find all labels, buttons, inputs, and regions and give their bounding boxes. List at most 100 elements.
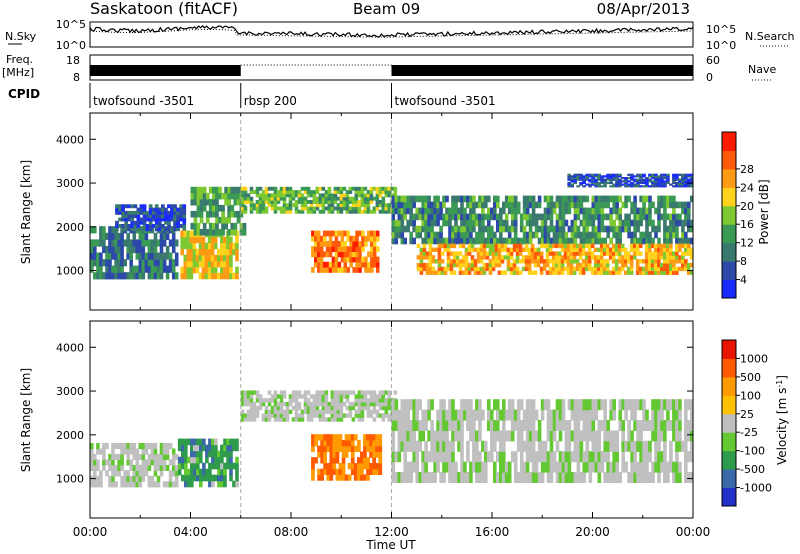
heatmap-cell xyxy=(135,272,140,280)
heatmap-cell xyxy=(279,394,284,399)
heatmap-cell xyxy=(533,262,538,268)
heatmap-cell xyxy=(324,409,329,414)
heatmap-cell xyxy=(300,203,305,208)
heatmap-cell xyxy=(136,214,141,219)
heatmap-cell xyxy=(141,464,146,471)
heatmap-cell xyxy=(525,399,530,411)
heatmap-cell xyxy=(315,196,320,201)
heatmap-cell xyxy=(333,190,338,194)
heatmap-cell xyxy=(115,220,119,225)
heatmap-cell xyxy=(142,224,147,228)
heatmap-cell xyxy=(581,270,586,275)
heatmap-cell xyxy=(579,207,584,215)
heatmap-cell xyxy=(214,474,218,482)
heatmap-cell xyxy=(566,259,571,264)
heatmap-cell xyxy=(548,243,553,249)
heatmap-cell xyxy=(614,243,619,249)
heatmap-cell xyxy=(555,225,560,233)
heatmap-cell xyxy=(493,213,497,221)
heatmap-cell xyxy=(651,420,655,431)
heatmap-cell xyxy=(340,267,345,273)
heatmap-cell xyxy=(127,204,132,209)
heatmap-cell xyxy=(153,265,158,273)
heatmap-cell xyxy=(333,417,338,422)
heatmap-cell xyxy=(579,183,583,186)
heatmap-cell xyxy=(585,231,590,239)
heatmap-cell xyxy=(507,207,512,215)
heatmap-cell xyxy=(409,219,413,227)
heatmap-cell xyxy=(170,214,174,219)
heatmap-cell xyxy=(597,181,601,185)
heatmap-cell xyxy=(180,242,184,250)
heatmap-cell xyxy=(366,401,371,407)
heatmap-cell xyxy=(455,259,460,264)
heatmap-cell xyxy=(472,213,476,221)
heatmap-cell xyxy=(120,252,124,260)
heatmap-cell xyxy=(117,252,121,260)
heatmap-cell xyxy=(236,192,241,200)
heatmap-cell xyxy=(430,231,434,239)
heatmap-cell xyxy=(602,262,607,268)
heatmap-cell xyxy=(360,394,365,399)
heatmap-cell xyxy=(578,251,583,256)
heatmap-cell xyxy=(644,247,649,252)
heatmap-cell xyxy=(639,213,643,221)
heatmap-cell xyxy=(406,219,410,227)
heatmap-cell xyxy=(384,190,389,194)
heatmap-cell xyxy=(150,459,155,466)
heatmap-cell xyxy=(309,413,314,418)
heatmap-cell xyxy=(629,270,634,275)
heatmap-cell xyxy=(339,203,344,208)
heatmap-cell xyxy=(314,241,318,247)
heatmap-cell xyxy=(321,398,326,403)
heatmap-cell xyxy=(600,181,604,185)
heatmap-cell xyxy=(366,193,371,198)
heatmap-cell xyxy=(375,394,380,399)
heatmap-cell xyxy=(551,251,556,256)
heatmap-cell xyxy=(372,405,377,411)
heatmap-cell xyxy=(493,472,497,483)
heatmap-cell xyxy=(318,203,323,208)
heatmap-cell xyxy=(650,270,655,275)
heatmap-cell xyxy=(300,193,305,198)
heatmap-cell xyxy=(363,193,368,198)
heatmap-cell xyxy=(335,440,340,447)
heatmap-cell xyxy=(360,203,365,208)
heatmap-cell xyxy=(300,413,305,418)
heatmap-cell xyxy=(384,401,389,407)
heatmap-cell xyxy=(133,220,138,225)
heatmap-cell xyxy=(162,239,167,247)
heatmap-cell xyxy=(464,262,469,268)
heatmap-cell xyxy=(543,440,548,452)
heatmap-cell xyxy=(666,461,670,473)
heatmap-cell xyxy=(279,206,284,211)
heatmap-cell xyxy=(579,173,583,176)
heatmap-cell xyxy=(124,210,128,215)
heatmap-cell xyxy=(335,445,340,452)
heatmap-cell xyxy=(647,262,652,268)
heatmap-cell xyxy=(605,251,610,256)
heatmap-cell xyxy=(235,474,239,482)
heatmap-cell xyxy=(190,462,194,470)
heatmap-cell xyxy=(475,409,479,421)
heatmap-cell xyxy=(467,262,472,268)
heatmap-cell xyxy=(391,399,396,411)
heatmap-cell xyxy=(524,266,529,272)
heatmap-cell xyxy=(463,472,467,483)
heatmap-cell xyxy=(648,180,652,183)
heatmap-cell xyxy=(415,440,419,452)
heatmap-cell xyxy=(642,175,646,178)
heatmap-cell xyxy=(678,266,682,272)
heatmap-cell xyxy=(449,266,454,272)
heatmap-cell xyxy=(312,394,317,399)
heatmap-cell xyxy=(421,213,425,221)
heatmap-cell xyxy=(497,255,502,260)
heatmap-cell xyxy=(472,195,476,203)
heatmap-cell xyxy=(111,448,115,455)
heatmap-cell xyxy=(648,175,652,178)
heatmap-cell xyxy=(573,399,578,411)
heatmap-cell xyxy=(437,247,442,252)
heatmap-cell xyxy=(232,480,236,488)
heatmap-cell xyxy=(546,213,551,221)
